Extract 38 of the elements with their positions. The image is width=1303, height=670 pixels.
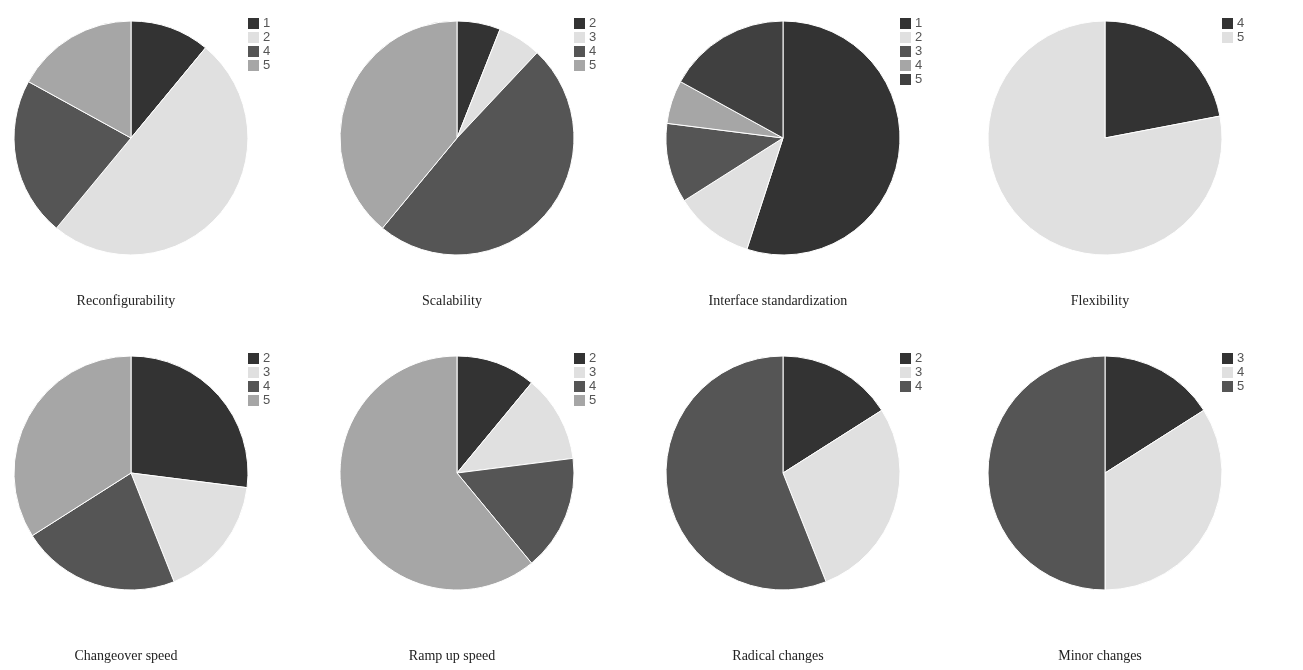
legend-label: 4 [589, 43, 597, 58]
legend-label: 2 [263, 29, 271, 44]
text: Radical changes [731, 648, 825, 664]
legend-label: 2 [915, 29, 923, 44]
legend-label: 1 [263, 15, 271, 30]
legend-label: 5 [263, 57, 271, 72]
legend-label: 5 [589, 57, 597, 72]
legend-label: 2 [915, 350, 923, 365]
legend-label: 5 [915, 71, 923, 86]
text: Ramp up speed [407, 648, 497, 664]
legend-label: 4 [589, 378, 597, 393]
legend-label: 4 [1237, 15, 1245, 30]
text: Reconfigurability [75, 293, 177, 309]
legend-label: 4 [1237, 364, 1245, 379]
pie-slice [987, 20, 1223, 256]
legend-label: 4 [263, 43, 271, 58]
text: Flexibility [1069, 293, 1131, 309]
legend-label: 2 [589, 350, 597, 365]
text: Changeover speed [73, 648, 179, 664]
legend-label: 3 [589, 364, 597, 379]
legend-label: 4 [915, 57, 923, 72]
legend-label: 3 [1237, 350, 1245, 365]
text: Scalability [421, 293, 483, 309]
legend-label: 5 [1237, 29, 1245, 44]
legend-label: 3 [915, 43, 923, 58]
legend-label: 2 [589, 15, 597, 30]
legend-label: 4 [915, 378, 923, 393]
legend-label: 4 [263, 378, 271, 393]
text: Interface standardization [707, 293, 849, 309]
legend-label: 5 [263, 392, 271, 407]
legend-label: 5 [1237, 378, 1245, 393]
legend-label: 3 [263, 364, 271, 379]
legend-label: 1 [915, 15, 923, 30]
legend-label: 2 [263, 350, 271, 365]
legend-label: 3 [589, 29, 597, 44]
text: Minor changes [1057, 648, 1143, 664]
legend-label: 3 [915, 364, 923, 379]
legend-label: 5 [589, 392, 597, 407]
